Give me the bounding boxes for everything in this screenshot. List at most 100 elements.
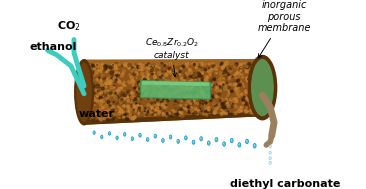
Circle shape [113,101,115,103]
Circle shape [128,98,129,99]
Circle shape [200,87,201,88]
Circle shape [105,83,107,84]
Circle shape [248,96,251,99]
Circle shape [122,111,124,113]
Circle shape [221,62,223,64]
Circle shape [246,96,249,99]
Circle shape [227,95,229,97]
Circle shape [194,101,197,104]
Circle shape [202,86,205,88]
Circle shape [126,96,128,98]
Circle shape [254,106,255,108]
Circle shape [106,66,107,67]
Circle shape [227,72,229,74]
Circle shape [169,71,171,73]
Circle shape [113,115,116,118]
Circle shape [126,109,129,112]
Circle shape [235,98,237,100]
Circle shape [176,83,177,85]
Circle shape [212,74,213,75]
Circle shape [165,90,167,91]
Circle shape [106,103,108,104]
Circle shape [145,71,148,74]
Circle shape [254,91,256,93]
Circle shape [227,102,228,104]
Circle shape [109,78,112,81]
Circle shape [160,92,161,93]
Circle shape [142,77,144,79]
Circle shape [146,114,147,115]
Circle shape [187,105,189,107]
Circle shape [236,92,239,95]
Circle shape [91,102,92,103]
Circle shape [203,97,205,99]
Ellipse shape [131,138,132,139]
Circle shape [176,70,178,72]
Circle shape [257,88,259,90]
Ellipse shape [108,132,111,135]
Circle shape [246,71,248,73]
Circle shape [144,107,147,109]
Circle shape [105,86,107,88]
Circle shape [198,104,200,106]
Ellipse shape [269,157,271,160]
Circle shape [111,76,113,78]
Circle shape [242,101,243,102]
Circle shape [246,77,249,80]
Circle shape [139,106,142,109]
Circle shape [182,89,183,90]
Polygon shape [84,112,262,125]
Circle shape [177,112,180,116]
Circle shape [251,94,253,97]
Circle shape [165,83,167,84]
Circle shape [249,70,250,71]
Circle shape [167,80,169,83]
Circle shape [197,111,198,112]
Circle shape [134,98,137,101]
Circle shape [124,85,126,87]
Circle shape [199,62,201,64]
Circle shape [215,72,217,74]
Circle shape [139,107,140,109]
Circle shape [229,98,232,101]
Circle shape [222,81,224,84]
Circle shape [189,70,193,74]
Circle shape [256,108,258,110]
Circle shape [249,75,251,77]
Circle shape [247,68,249,71]
Circle shape [208,106,210,108]
Circle shape [102,79,103,80]
Circle shape [146,97,149,100]
Ellipse shape [200,137,202,141]
Circle shape [198,93,200,95]
Circle shape [121,74,122,75]
Circle shape [108,81,112,85]
Circle shape [221,66,225,69]
Circle shape [124,62,127,66]
Circle shape [153,64,155,66]
Circle shape [254,86,255,88]
Circle shape [185,104,187,106]
Circle shape [236,72,239,74]
Circle shape [89,97,90,98]
Circle shape [187,92,190,94]
Circle shape [197,87,199,89]
Circle shape [173,91,177,94]
Circle shape [110,80,112,81]
Circle shape [88,111,92,114]
Circle shape [216,90,219,93]
Circle shape [193,113,194,114]
Circle shape [141,80,143,81]
Circle shape [93,87,94,88]
Circle shape [246,66,249,68]
Circle shape [109,105,111,106]
Circle shape [153,80,155,82]
Circle shape [236,72,237,73]
Circle shape [209,98,212,101]
Circle shape [204,65,205,66]
Circle shape [101,78,103,80]
Circle shape [149,82,152,84]
Circle shape [122,65,123,67]
Circle shape [117,106,119,108]
Circle shape [172,110,174,112]
